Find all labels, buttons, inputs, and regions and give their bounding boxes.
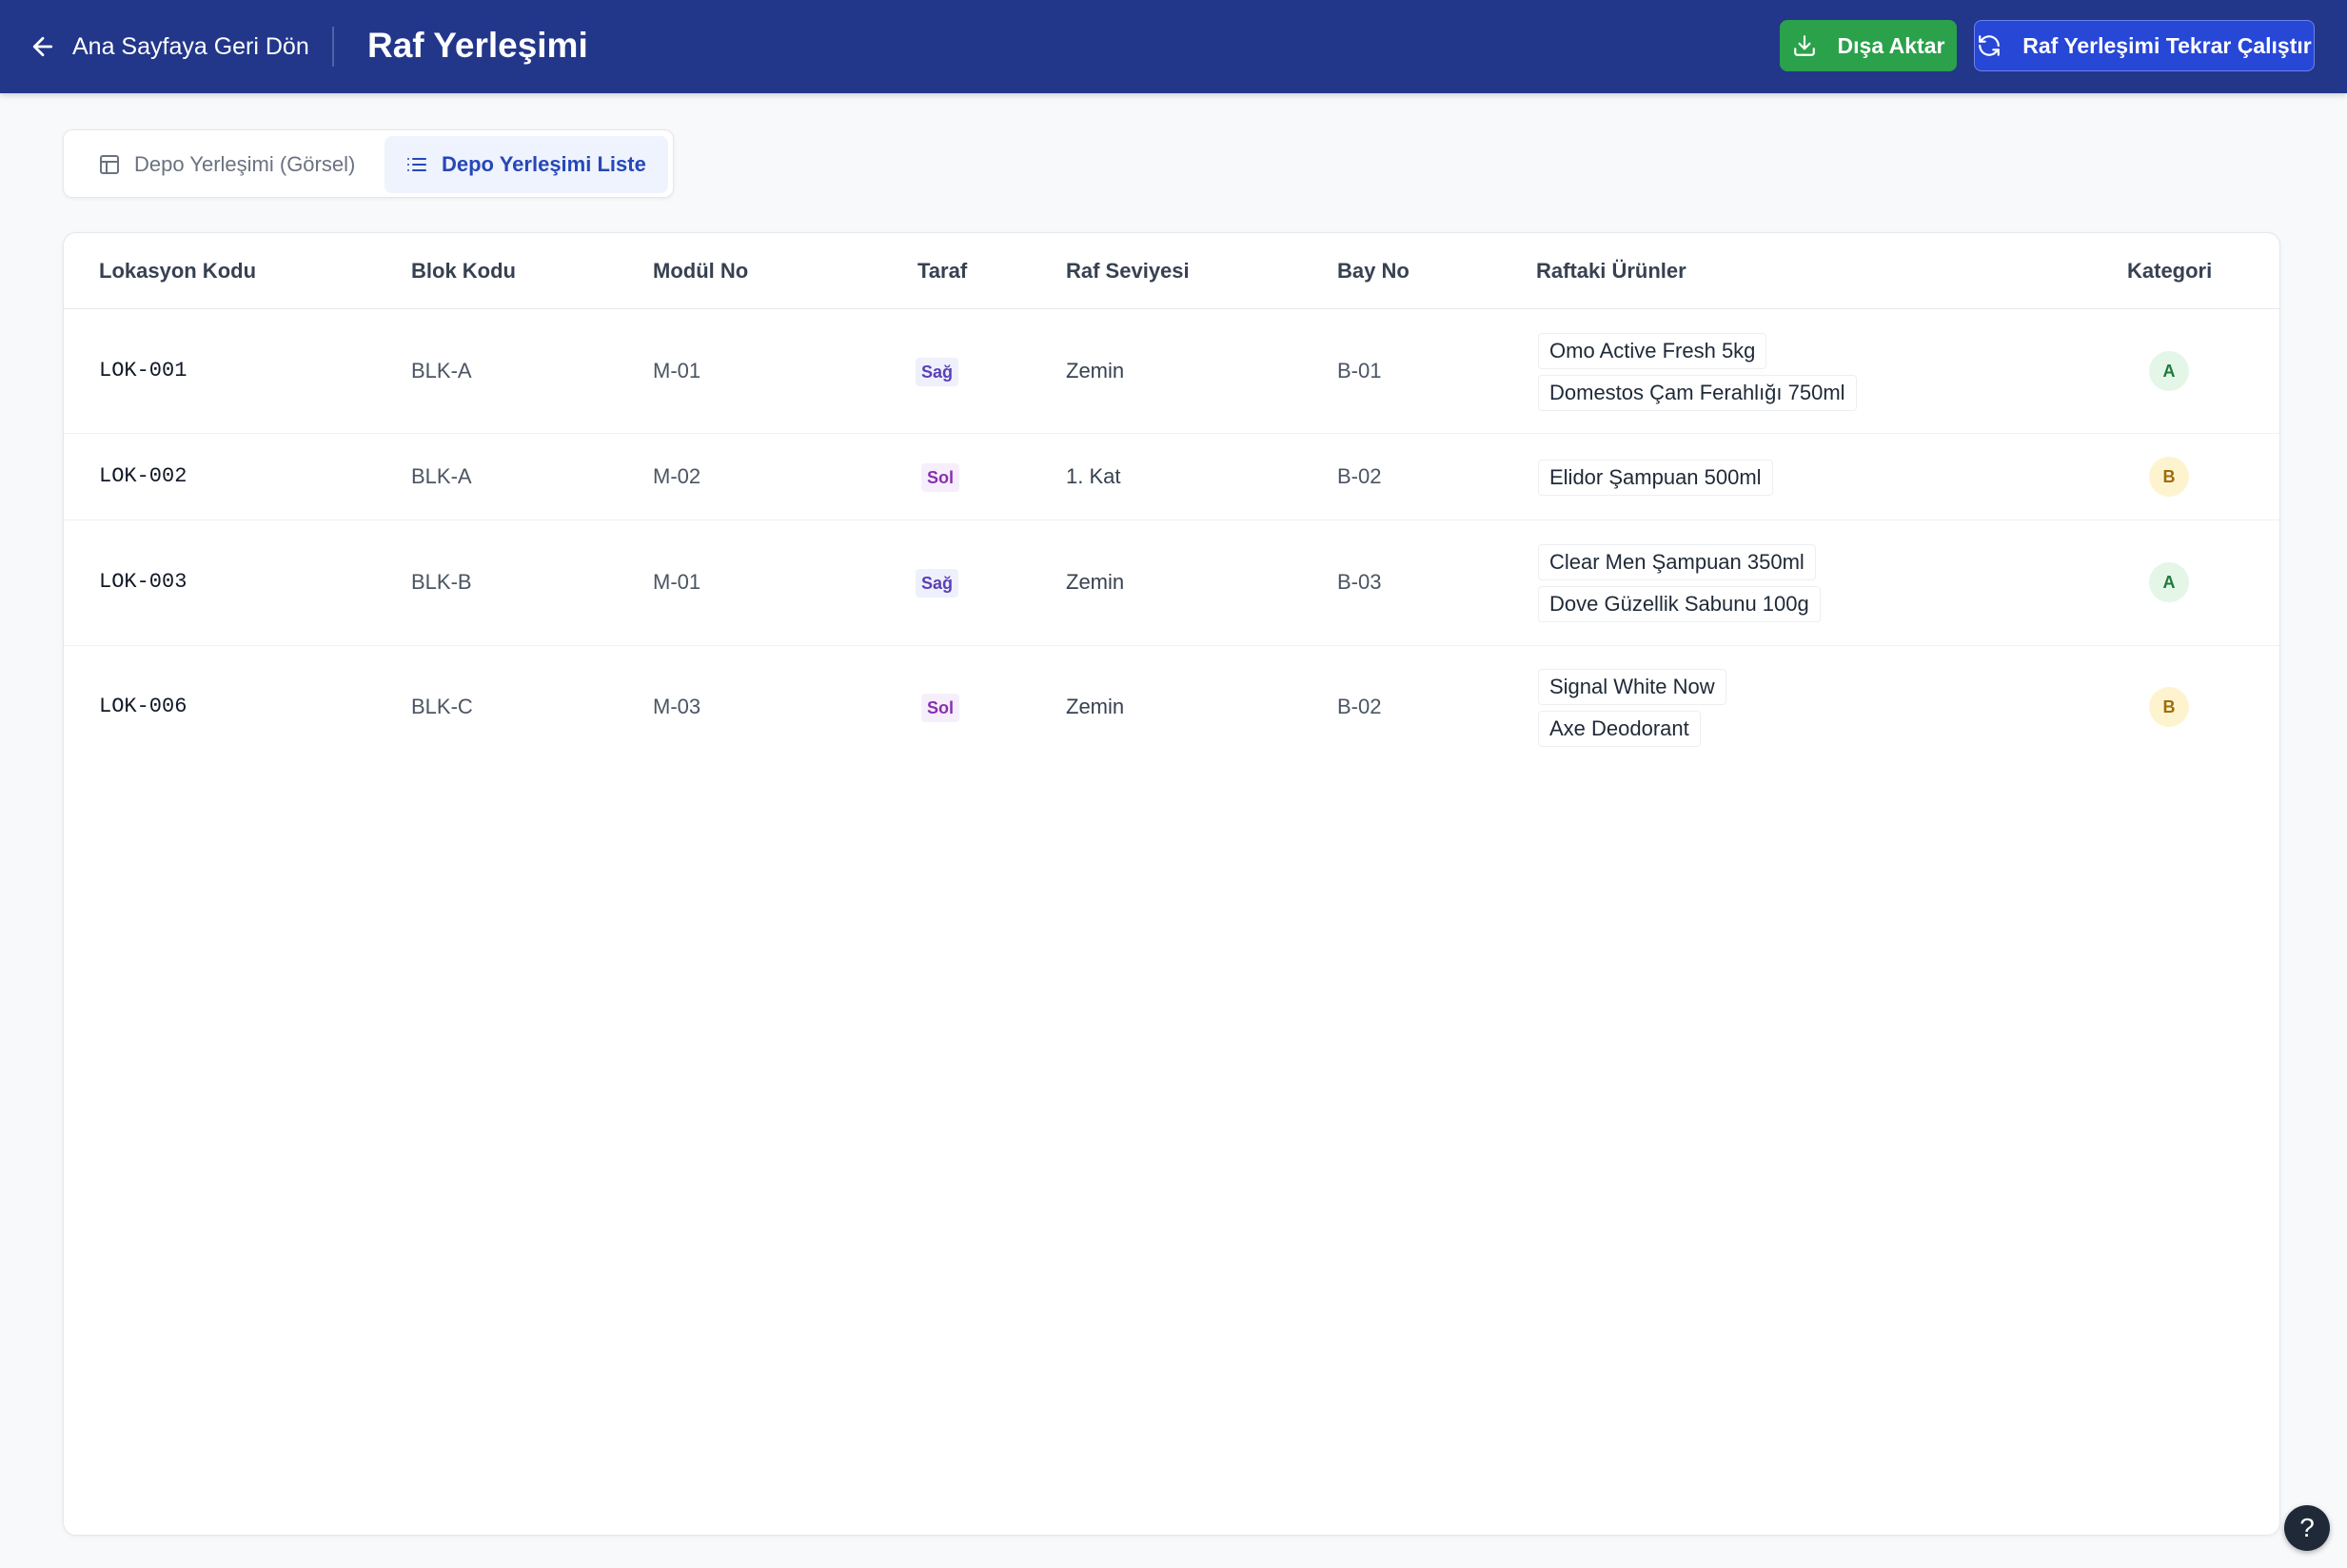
tab-label: Depo Yerleşimi (Görsel): [134, 152, 356, 176]
rerun-shelf-placement-button[interactable]: Raf Yerleşimi Tekrar Çalıştır: [1974, 20, 2315, 71]
block-code: BLK-C: [411, 695, 473, 718]
page-title: Raf Yerleşimi: [367, 26, 588, 65]
rerun-button-label: Raf Yerleşimi Tekrar Çalıştır: [2022, 32, 2312, 58]
product-chip: Axe Deodorant: [1538, 711, 1701, 747]
side-badge: Sol: [921, 694, 960, 722]
module-no: M-01: [653, 359, 701, 382]
bay-no: B-01: [1337, 359, 1382, 382]
product-chip: Clear Men Şampuan 350ml: [1538, 544, 1816, 580]
header-divider: [332, 27, 334, 67]
bay-no: B-02: [1337, 464, 1382, 488]
back-button-label: Ana Sayfaya Geri Dön: [72, 32, 309, 60]
column-header-bay-no[interactable]: Bay No: [1337, 259, 1410, 283]
download-icon: [1793, 35, 1815, 56]
shelf-level: Zemin: [1066, 695, 1125, 718]
module-no: M-01: [653, 570, 701, 594]
help-button[interactable]: ?: [2284, 1505, 2330, 1551]
category-badge: A: [2149, 562, 2189, 602]
category-badge: B: [2149, 457, 2189, 497]
bay-no: B-02: [1337, 695, 1382, 718]
row-divider: [64, 645, 2279, 646]
column-header-products[interactable]: Raftaki Ürünler: [1536, 259, 1686, 283]
column-header-category[interactable]: Kategori: [2127, 259, 2213, 283]
location-code: LOK-003: [99, 570, 187, 594]
refresh-icon: [1979, 35, 2001, 56]
category-badge: A: [2149, 351, 2189, 391]
location-table: [63, 232, 2280, 1536]
list-icon: [407, 158, 426, 171]
tab-warehouse-visual[interactable]: Depo Yerleşimi (Görsel): [77, 136, 382, 193]
product-chip: Domestos Çam Ferahlığı 750ml: [1538, 375, 1857, 411]
column-header-module-no[interactable]: Modül No: [653, 259, 749, 283]
row-divider: [64, 433, 2279, 434]
location-code: LOK-002: [99, 464, 187, 488]
tab-warehouse-list[interactable]: Depo Yerleşimi Liste: [385, 136, 668, 193]
shelf-level: Zemin: [1066, 359, 1125, 382]
column-header-shelf-level[interactable]: Raf Seviyesi: [1066, 259, 1190, 283]
shelf-level: 1. Kat: [1066, 464, 1121, 488]
product-chip: Elidor Şampuan 500ml: [1538, 460, 1773, 496]
module-no: M-02: [653, 464, 701, 488]
tab-label: Depo Yerleşimi Liste: [442, 152, 646, 176]
category-badge: B: [2149, 687, 2189, 727]
product-chip: Dove Güzellik Sabunu 100g: [1538, 586, 1821, 622]
top-bar: Ana Sayfaya Geri Dön Raf Yerleşimi Dışa …: [0, 0, 2347, 93]
back-to-home-button[interactable]: Ana Sayfaya Geri Dön: [29, 21, 309, 72]
location-code: LOK-006: [99, 695, 187, 718]
side-badge: Sağ: [916, 358, 959, 386]
block-code: BLK-A: [411, 359, 472, 382]
column-header-block-code[interactable]: Blok Kodu: [411, 259, 516, 283]
layout-icon: [100, 155, 119, 174]
arrow-left-icon: [32, 36, 53, 57]
module-no: M-03: [653, 695, 701, 718]
column-header-side[interactable]: Taraf: [917, 259, 968, 283]
bay-no: B-03: [1337, 570, 1382, 594]
side-badge: Sol: [921, 463, 960, 492]
view-tabs: Depo Yerleşimi (Görsel) Depo Yerleşimi L…: [63, 129, 674, 198]
column-header-location-code[interactable]: Lokasyon Kodu: [99, 259, 257, 283]
side-badge: Sağ: [916, 569, 959, 598]
block-code: BLK-B: [411, 570, 472, 594]
shelf-level: Zemin: [1066, 570, 1125, 594]
block-code: BLK-A: [411, 464, 472, 488]
product-chip: Omo Active Fresh 5kg: [1538, 333, 1767, 369]
product-chip: Signal White Now: [1538, 669, 1726, 705]
header-divider-line: [64, 308, 2279, 309]
row-divider: [64, 519, 2279, 520]
export-button[interactable]: Dışa Aktar: [1780, 20, 1957, 71]
export-button-label: Dışa Aktar: [1837, 32, 1945, 58]
location-code: LOK-001: [99, 359, 187, 382]
